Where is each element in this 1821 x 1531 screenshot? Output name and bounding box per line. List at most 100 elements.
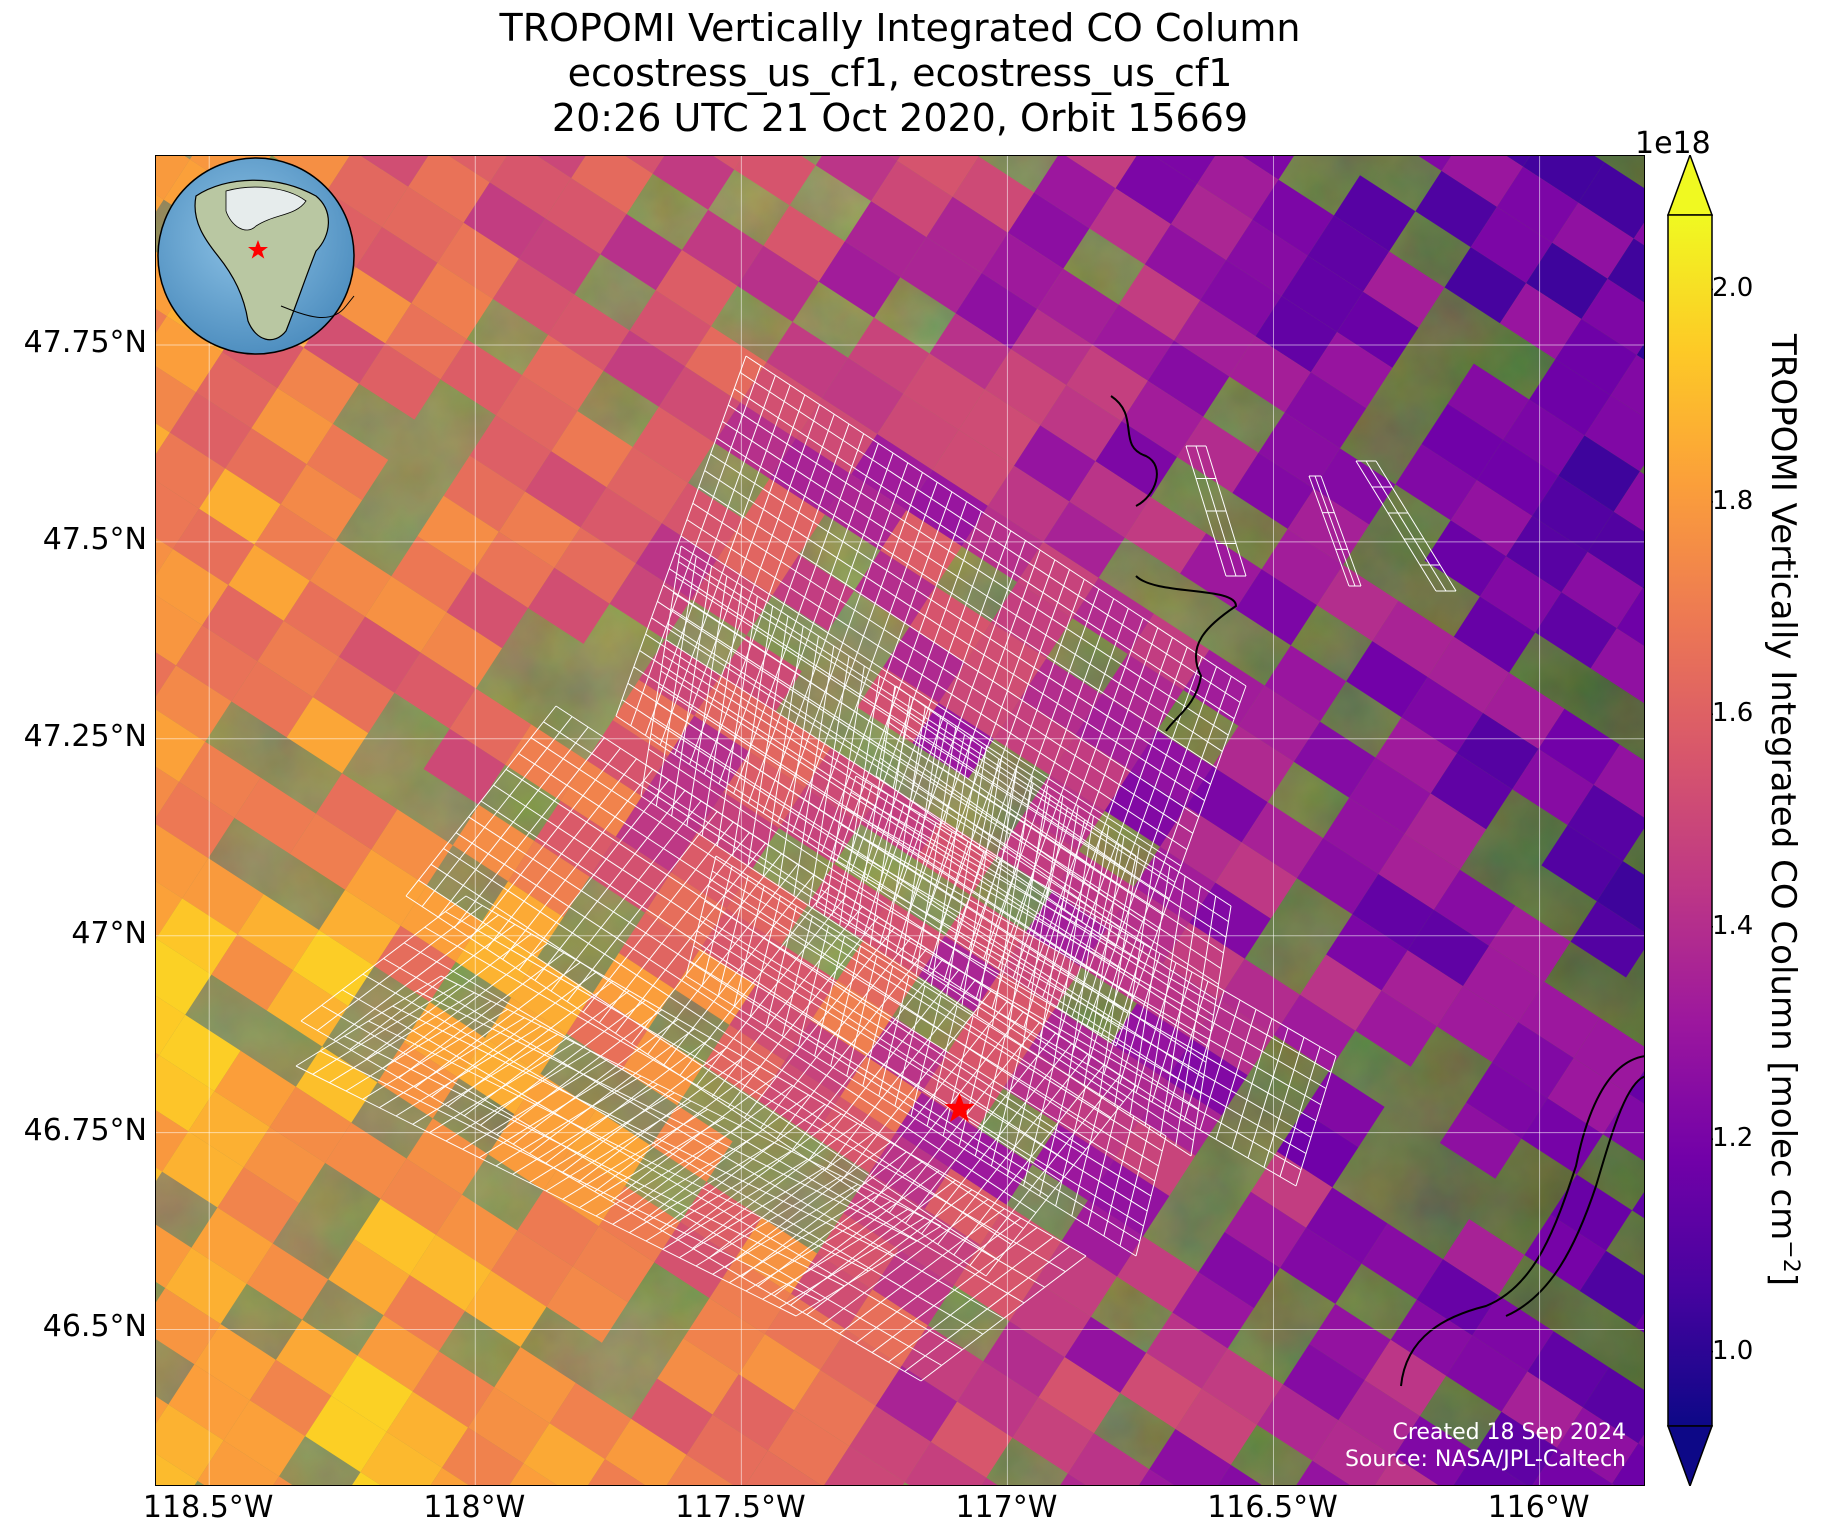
co-pixel xyxy=(954,1244,1036,1322)
co-pixel xyxy=(1613,471,1644,532)
co-pixel xyxy=(223,1400,306,1477)
co-pixel xyxy=(1115,156,1197,225)
co-pixel xyxy=(494,1347,576,1424)
co-pixel xyxy=(488,1114,570,1191)
co-pixel xyxy=(446,572,529,649)
co-pixel xyxy=(169,392,252,469)
co-pixel xyxy=(661,482,744,560)
co-pixel xyxy=(1415,170,1497,248)
co-pixel xyxy=(430,1467,469,1485)
co-pixel xyxy=(877,393,959,470)
co-pixel xyxy=(179,741,261,818)
co-pixel xyxy=(1427,636,1510,713)
co-pixel xyxy=(1444,247,1527,324)
co-pixel xyxy=(505,724,587,801)
co-pixel xyxy=(277,347,359,424)
co-pixel xyxy=(1146,1312,1228,1389)
co-pixel xyxy=(566,993,648,1070)
co-pixel xyxy=(1526,242,1608,319)
title-line-2: ecostress_us_cf1, ecostress_us_cf1 xyxy=(567,51,1233,95)
title-line-1: TROPOMI Vertically Integrated CO Column xyxy=(499,6,1301,50)
boundary-lines xyxy=(1110,395,1644,1387)
co-pixel xyxy=(1283,1344,1365,1421)
co-pixel xyxy=(1186,766,1268,843)
co-pixel xyxy=(1020,658,1102,735)
co-pixel xyxy=(345,849,427,926)
co-pixel xyxy=(391,536,473,613)
co-pixel xyxy=(900,237,982,314)
co-pixel xyxy=(156,309,167,333)
co-pixel xyxy=(713,156,743,170)
co-pixel xyxy=(929,313,1011,390)
co-pixel xyxy=(1582,1367,1644,1444)
co-pixel xyxy=(489,156,572,219)
co-pixel xyxy=(712,1374,795,1451)
co-pixel xyxy=(824,1446,905,1485)
co-pixel xyxy=(735,1217,818,1294)
co-pixel xyxy=(1421,403,1503,481)
co-pixel xyxy=(1407,909,1490,987)
co-pixel xyxy=(357,1315,439,1392)
co-pixel xyxy=(249,1359,332,1437)
co-pixel xyxy=(1154,156,1216,184)
co-pixel xyxy=(292,930,375,1007)
map-panel[interactable]: Created 18 Sep 2024 Source: NASA/JPL-Cal… xyxy=(155,155,1645,1486)
co-pixel xyxy=(1584,395,1644,472)
co-pixel xyxy=(1007,192,1090,269)
colorbar-tick-label: 1.0 xyxy=(1712,1335,1754,1366)
co-pixel xyxy=(952,156,1035,233)
co-pixel xyxy=(1287,488,1370,565)
co-pixel xyxy=(1401,677,1483,754)
co-pixel xyxy=(1567,784,1644,862)
co-pixel xyxy=(156,156,190,200)
colorbar-extend-min xyxy=(1667,1425,1713,1486)
site-marker[interactable] xyxy=(944,1093,975,1122)
co-pixel xyxy=(1147,340,1230,417)
co-pixel xyxy=(906,470,988,547)
co-pixel xyxy=(1139,1469,1174,1485)
map-canvas[interactable] xyxy=(156,156,1645,1486)
colorbar-extend-max xyxy=(1667,155,1713,216)
credit-source: Source: NASA/JPL-Caltech xyxy=(1344,1447,1626,1472)
co-pixel xyxy=(1349,757,1431,834)
co-pixel xyxy=(1250,1151,1333,1228)
co-pixel xyxy=(1293,721,1376,798)
co-pixel xyxy=(214,1050,296,1127)
co-pixel xyxy=(655,250,738,327)
co-pixel xyxy=(266,970,349,1047)
co-pixel xyxy=(961,505,1044,583)
co-pixel xyxy=(1483,672,1565,749)
co-pixel xyxy=(1436,986,1519,1063)
co-pixel xyxy=(1117,1236,1199,1313)
co-pixel xyxy=(1060,1473,1086,1485)
colorbar-tick-label: 1.4 xyxy=(1712,910,1754,941)
co-pixel xyxy=(981,232,1064,309)
co-pixel xyxy=(1276,1111,1359,1188)
co-pixel xyxy=(1124,497,1207,574)
co-pixel xyxy=(1035,1240,1117,1317)
co-pixel xyxy=(815,156,898,202)
co-pixel xyxy=(156,549,229,626)
co-pixel xyxy=(1312,1420,1394,1485)
co-pixel xyxy=(1433,869,1516,946)
co-pixel xyxy=(769,438,852,515)
co-pixel xyxy=(202,585,284,662)
co-pixel xyxy=(354,1198,436,1276)
co-pixel xyxy=(546,1266,628,1343)
co-pixel xyxy=(217,1167,299,1244)
co-pixel xyxy=(1264,645,1347,722)
co-pixel xyxy=(283,580,366,657)
co-pixel xyxy=(554,527,636,604)
co-pixel xyxy=(191,1207,273,1284)
co-pixel xyxy=(1081,927,1164,1004)
co-pixel xyxy=(176,625,258,702)
co-pixel xyxy=(172,508,255,585)
co-pixel xyxy=(1326,914,1408,991)
co-pixel xyxy=(1581,278,1644,355)
co-pixel xyxy=(824,474,907,551)
co-pixel xyxy=(1590,628,1644,704)
co-pixel xyxy=(1183,649,1265,726)
co-pixel xyxy=(1037,268,1119,345)
co-pixel xyxy=(901,1325,984,1402)
co-pixel xyxy=(791,1253,873,1330)
